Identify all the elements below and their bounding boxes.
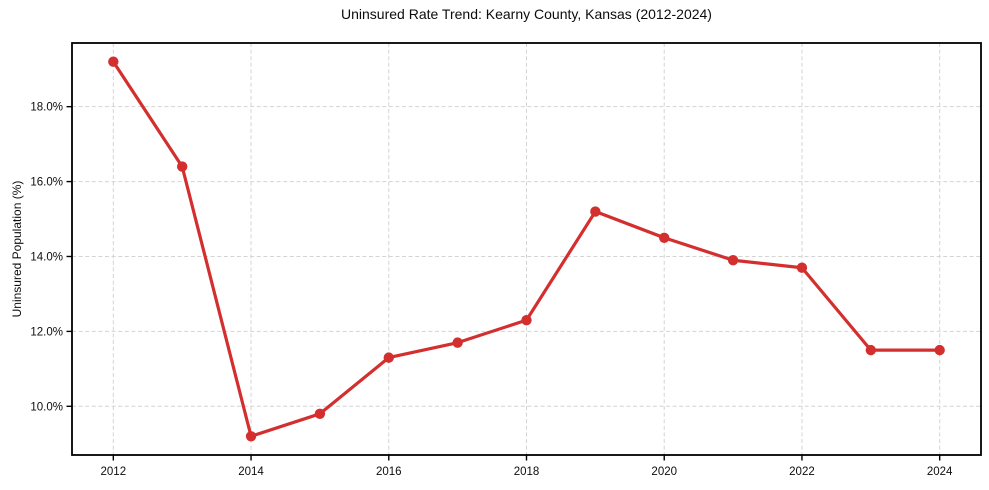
- chart-title: Uninsured Rate Trend: Kearny County, Kan…: [341, 6, 712, 22]
- x-tick-label: 2012: [101, 466, 127, 478]
- data-point: [314, 408, 326, 419]
- x-tick-label: 2014: [238, 466, 264, 478]
- y-tick-label: 18.0%: [30, 102, 63, 114]
- data-point: [727, 255, 739, 266]
- y-tick-label: 12.0%: [30, 326, 63, 338]
- data-point: [452, 337, 463, 348]
- data-point: [383, 352, 394, 363]
- x-tick-label: 2018: [514, 466, 540, 478]
- data-point: [521, 314, 532, 326]
- y-tick-label: 14.0%: [30, 251, 63, 263]
- data-point: [245, 431, 257, 442]
- data-point: [865, 344, 877, 356]
- x-tick-label: 2016: [376, 466, 402, 478]
- data-point: [176, 161, 188, 172]
- data-point: [934, 344, 945, 356]
- data-point: [796, 262, 808, 273]
- data-point: [590, 206, 601, 217]
- x-tick-label: 2024: [927, 466, 953, 478]
- y-tick-label: 16.0%: [30, 177, 63, 189]
- x-tick-label: 2020: [651, 466, 677, 478]
- data-point: [659, 232, 670, 243]
- data-point: [108, 56, 119, 67]
- y-tick-label: 10.0%: [30, 401, 63, 413]
- x-tick-label: 2022: [789, 466, 815, 478]
